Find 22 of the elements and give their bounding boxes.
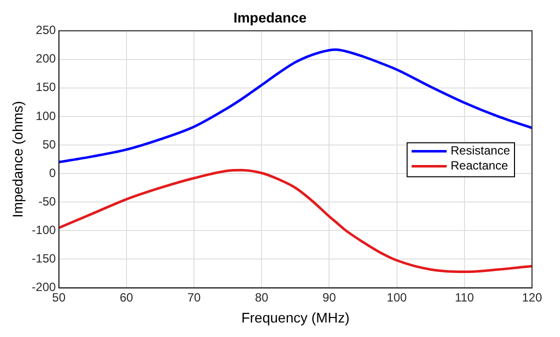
- x-tick-label: 90: [322, 290, 336, 304]
- legend-label: Reactance: [450, 158, 508, 173]
- x-tick-label: 110: [454, 290, 474, 304]
- x-tick-label: 70: [187, 290, 202, 304]
- y-axis-title: Impedance (ohms): [9, 100, 26, 218]
- chart-title: Impedance: [233, 9, 307, 26]
- x-tick-label: 60: [120, 290, 134, 304]
- y-tick-label: 50: [42, 137, 56, 152]
- y-tick-label: -100: [32, 223, 56, 237]
- y-tick-label: -150: [32, 252, 56, 266]
- x-tick-label: 120: [522, 290, 542, 304]
- y-tick-label: 250: [36, 23, 56, 38]
- x-axis-title: Frequency (MHz): [241, 309, 350, 326]
- y-tick-label: 200: [36, 52, 56, 66]
- legend-label: Resistance: [450, 144, 510, 158]
- x-tick-label: 100: [386, 290, 408, 304]
- y-tick-label: 0: [49, 166, 56, 180]
- x-tick-label: 80: [254, 290, 269, 304]
- y-tick-label: -50: [38, 194, 56, 208]
- line-series: [58, 168, 532, 274]
- y-tick-label: 100: [36, 108, 56, 123]
- y-tick-label: 150: [36, 80, 56, 94]
